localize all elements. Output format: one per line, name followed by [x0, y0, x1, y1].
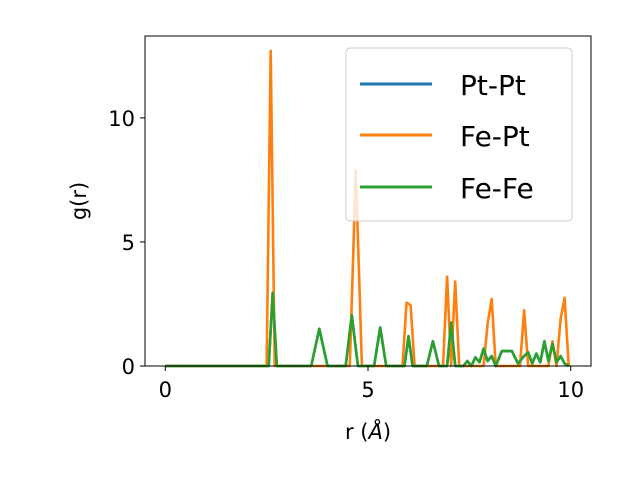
x-axis-title-suffix: ): [383, 420, 391, 444]
x-axis-title-unit: Å: [366, 418, 382, 444]
series-line-fe-fe: [165, 291, 570, 368]
legend-label-fe-fe: Fe-Fe: [460, 172, 534, 205]
y-tick-label: 10: [108, 107, 135, 131]
legend-label-fe-pt: Fe-Pt: [460, 120, 530, 153]
x-axis-title: r (Å): [345, 418, 391, 444]
y-axis-ticks: 0 5 10: [108, 107, 145, 379]
x-tick-label: 5: [361, 378, 374, 402]
y-tick-label: 5: [122, 231, 135, 255]
legend: Pt-Pt Fe-Pt Fe-Fe: [345, 47, 573, 222]
x-axis-title-prefix: r (: [345, 420, 369, 444]
y-axis-title: g(r): [67, 182, 91, 220]
y-tick-label: 0: [122, 355, 135, 379]
legend-label-pt-pt: Pt-Pt: [460, 69, 526, 102]
legend-box: [345, 47, 573, 222]
x-axis-ticks: 0 5 10: [159, 366, 584, 402]
x-tick-label: 0: [159, 378, 172, 402]
x-tick-label: 10: [557, 378, 584, 402]
